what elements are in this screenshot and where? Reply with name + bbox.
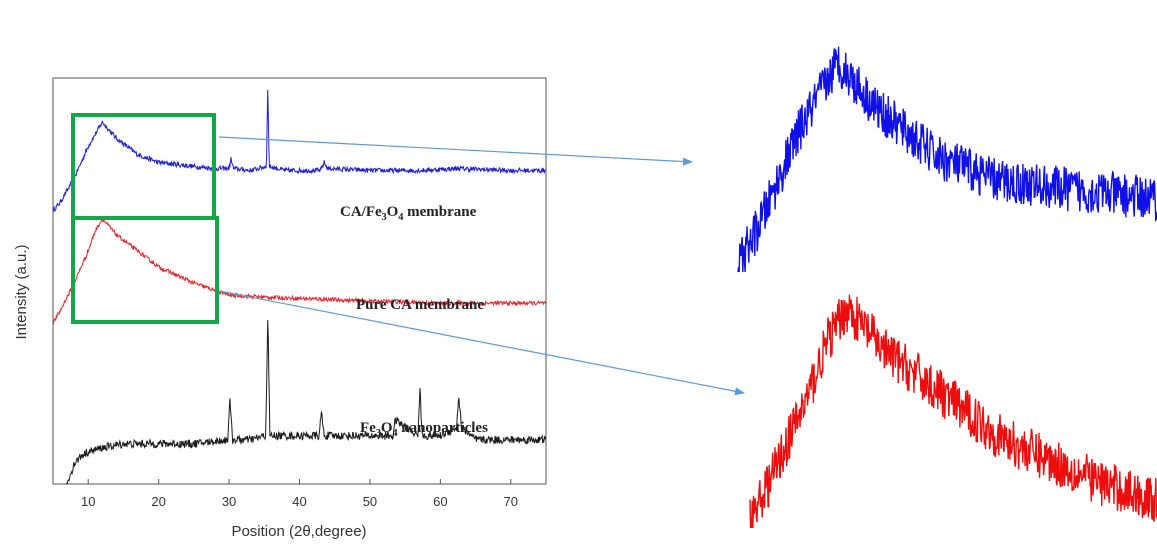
plot-area — [53, 89, 546, 484]
x-tick-label: 40 — [292, 494, 306, 509]
zoom-line-0 — [737, 46, 1157, 273]
x-tick-label: 60 — [433, 494, 447, 509]
highlight-box-red — [71, 216, 219, 324]
zoom-line-1 — [749, 294, 1157, 529]
callout-arrow-red — [218, 290, 745, 396]
x-axis-title: Position (2θ,degree) — [231, 523, 366, 540]
x-tick-label: 10 — [81, 494, 95, 509]
x-tick-label: 20 — [151, 494, 165, 509]
x-tick-label: 70 — [504, 494, 518, 509]
series-line-2 — [66, 320, 546, 484]
zoom-panels — [737, 46, 1157, 529]
y-axis-title: Intensity (a.u.) — [13, 244, 30, 339]
x-tick-label: 50 — [363, 494, 377, 509]
series-label-ca-fe3o4: CA/Fe3O4 membrane — [340, 204, 477, 223]
series-line-0 — [53, 89, 546, 213]
callout-arrow-blue — [218, 136, 693, 166]
series-line-1 — [53, 217, 546, 326]
series-label-fe3o4: Fe3O4 nanoparticles — [360, 420, 488, 439]
plot-frame — [52, 77, 547, 485]
series-label-pure-ca: Pure CA membrane — [356, 297, 484, 313]
x-tick-label: 30 — [222, 494, 236, 509]
x-axis: 10 20 30 40 50 60 70 — [81, 479, 518, 509]
